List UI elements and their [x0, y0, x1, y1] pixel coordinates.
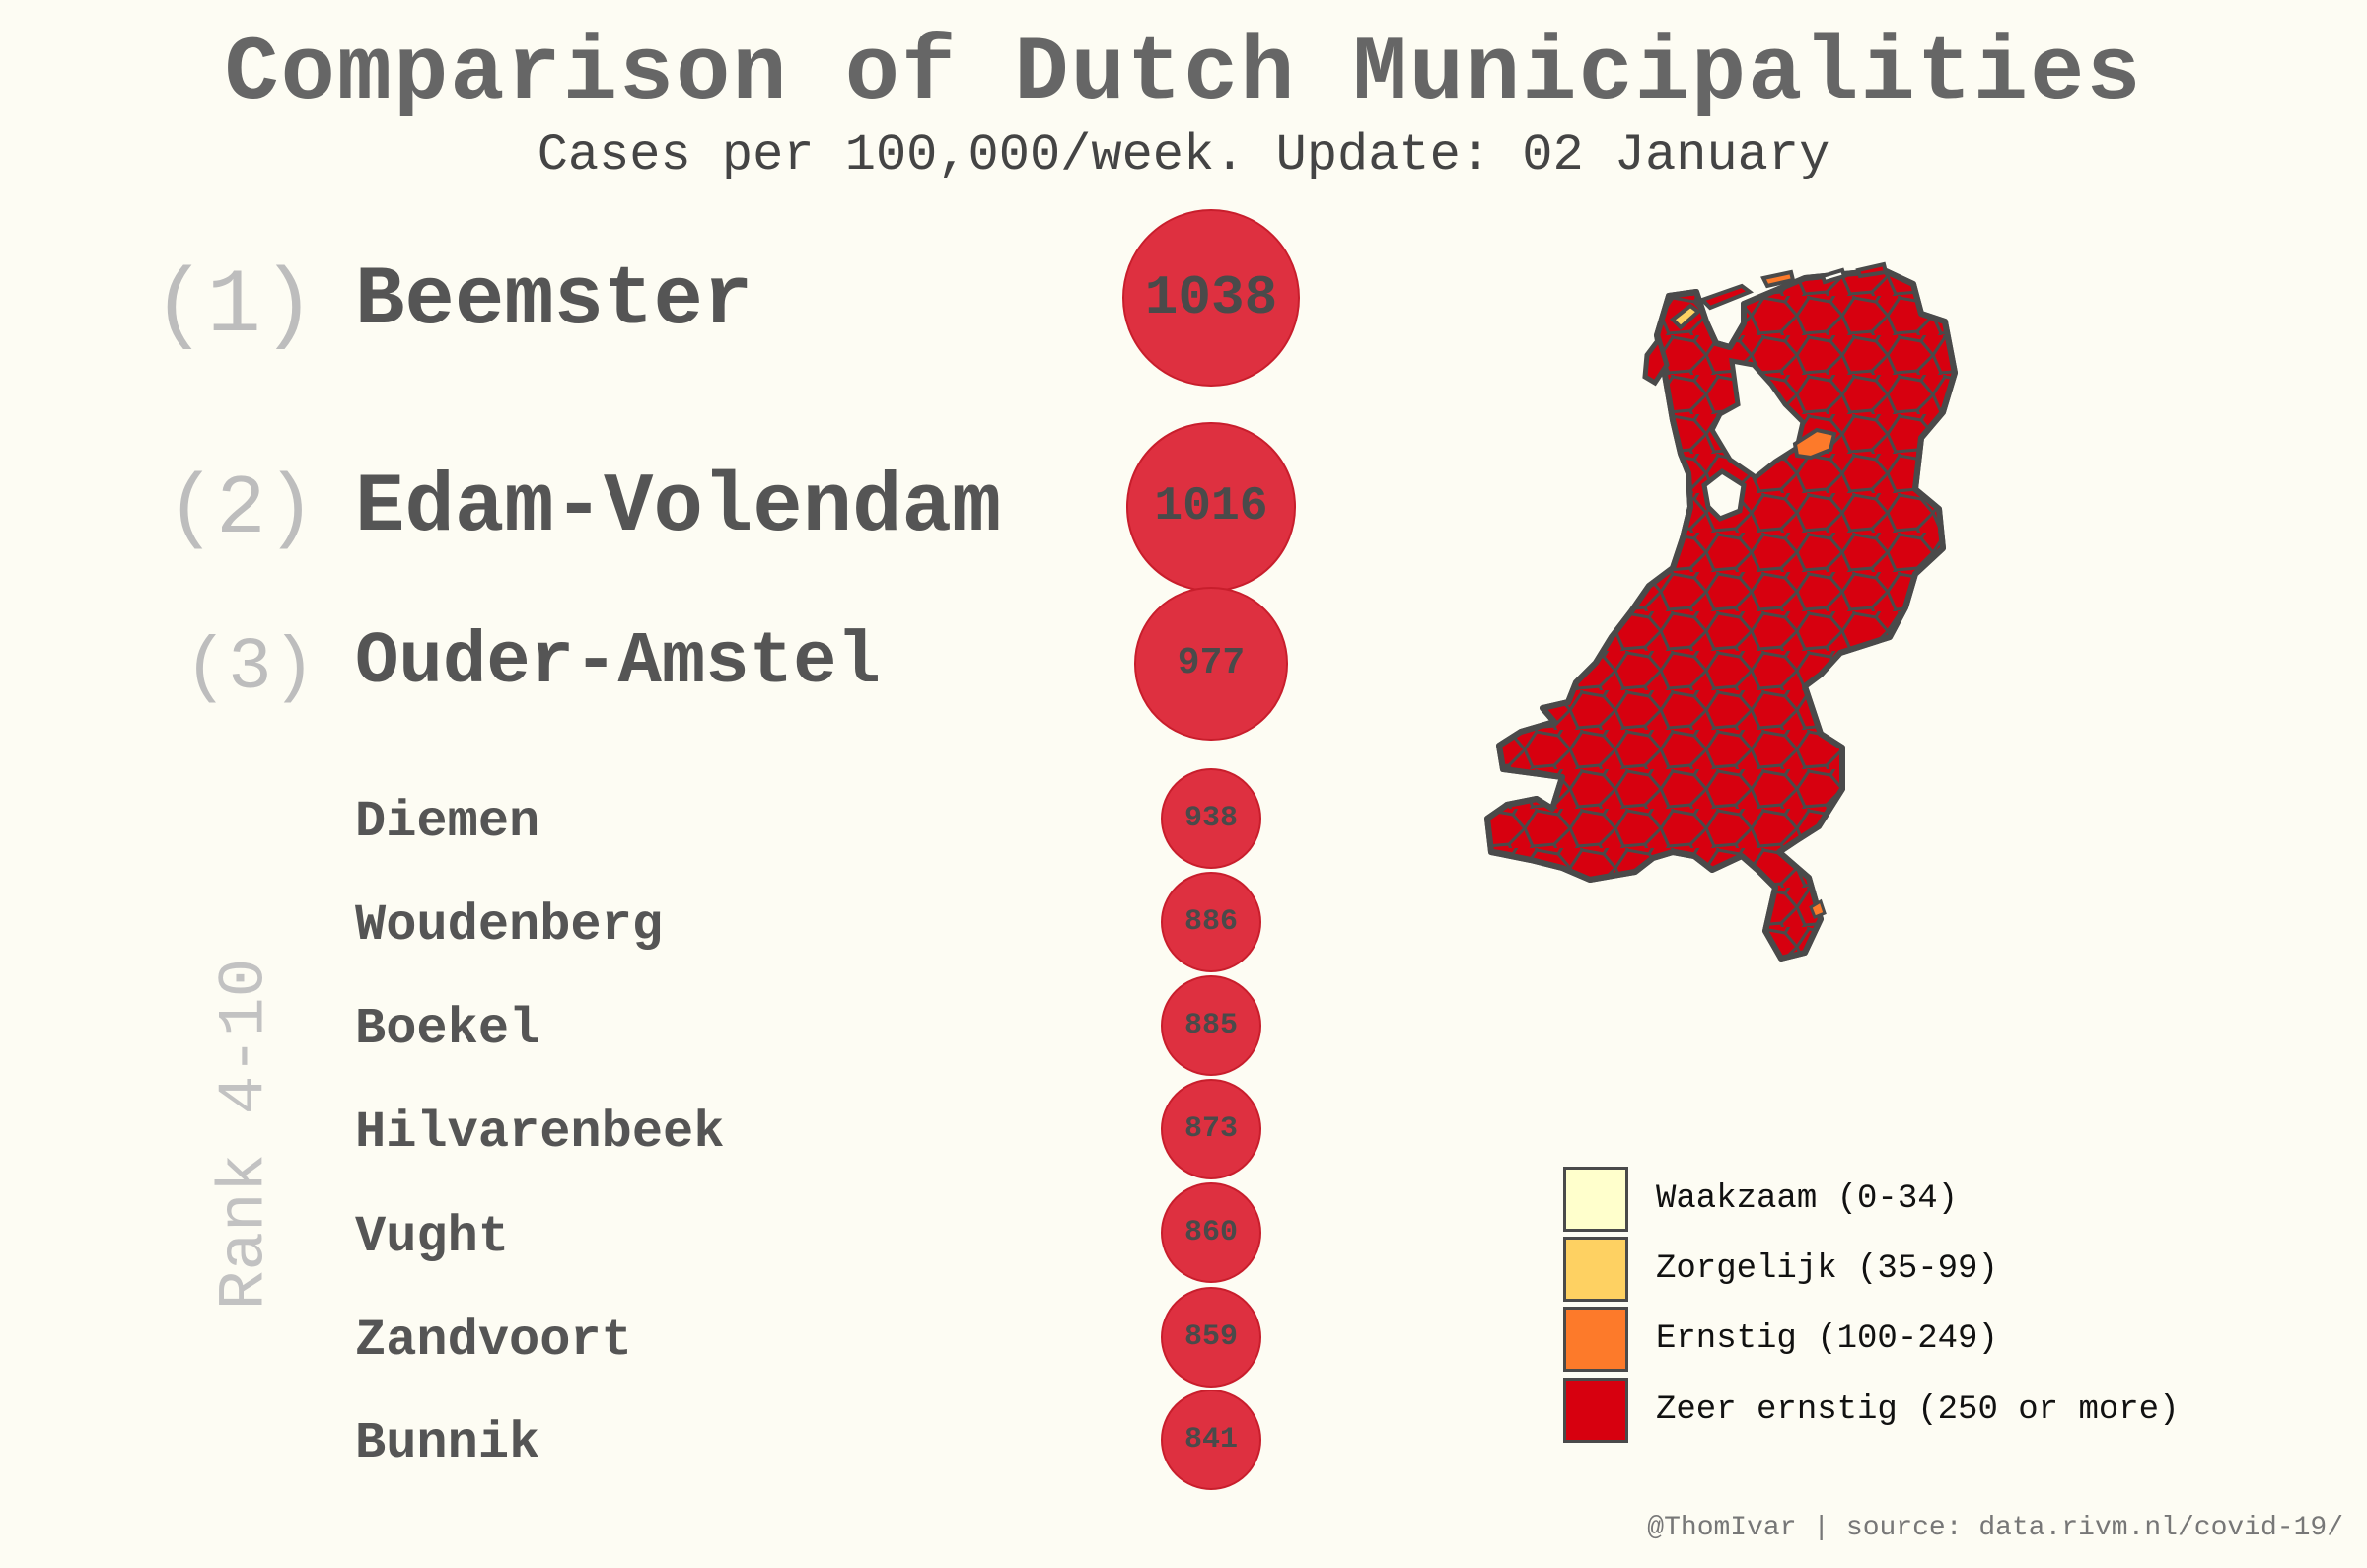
value-label-10: 841 — [1184, 1423, 1238, 1457]
legend-swatch-waakzaam — [1563, 1167, 1628, 1232]
legend-item-waakzaam: Waakzaam (0-34) — [1563, 1167, 2254, 1236]
rank-label-2: (2) — [166, 463, 316, 557]
municipality-name-4: Diemen — [355, 793, 540, 851]
legend-label-waakzaam: Waakzaam (0-34) — [1656, 1180, 1959, 1218]
value-bubble-1: 1038 — [1122, 209, 1300, 387]
legend-item-zeer-ernstig: Zeer ernstig (250 or more) — [1563, 1378, 2254, 1447]
rank-label-3: (3) — [183, 627, 316, 710]
legend-swatch-zeer-ernstig — [1563, 1378, 1628, 1443]
map-island-vlieland — [1669, 303, 1702, 330]
rank-label-1: (1) — [152, 254, 316, 358]
map-mainland-borders — [1484, 267, 1958, 962]
legend-label-zeer-ernstig: Zeer ernstig (250 or more) — [1656, 1391, 2180, 1429]
map-island-ameland — [1760, 269, 1796, 289]
value-label-4: 938 — [1184, 802, 1238, 835]
rank-group-label: Rank 4-10 — [207, 958, 282, 1311]
legend-swatch-zorgelijk — [1563, 1237, 1628, 1302]
municipality-name-2: Edam-Volendam — [355, 462, 1002, 555]
legend-label-ernstig: Ernstig (100-249) — [1656, 1320, 1998, 1358]
map-ijsselmeer — [1709, 357, 1806, 481]
municipality-name-6: Boekel — [355, 1000, 540, 1058]
value-bubble-10: 841 — [1161, 1390, 1261, 1490]
value-bubble-9: 859 — [1161, 1287, 1261, 1388]
chart-title: Comparison of Dutch Municipalities — [224, 22, 2143, 125]
map-island-texel — [1642, 333, 1670, 387]
value-bubble-3: 977 — [1134, 587, 1288, 741]
legend-item-zorgelijk: Zorgelijk (35-99) — [1563, 1237, 2254, 1306]
map-ernstig-municipality — [1792, 427, 1837, 461]
chart-subtitle: Cases per 100,000/week. Update: 02 Janua… — [537, 126, 1830, 184]
value-label-5: 886 — [1184, 905, 1238, 939]
value-bubble-6: 885 — [1161, 975, 1261, 1076]
municipality-name-3: Ouder-Amstel — [355, 621, 881, 704]
map-ernstig-municipality-2 — [1809, 898, 1827, 919]
municipality-name-1: Beemster — [355, 254, 753, 348]
map-island-terschelling — [1698, 283, 1755, 311]
value-label-9: 859 — [1184, 1320, 1238, 1354]
legend-swatch-ernstig — [1563, 1307, 1628, 1372]
municipality-name-5: Woudenberg — [355, 896, 664, 955]
map-markermeer — [1701, 467, 1747, 522]
value-label-1: 1038 — [1144, 266, 1278, 329]
municipality-name-9: Zandvoort — [355, 1312, 632, 1370]
map-island-schiermonnikoog — [1820, 267, 1847, 285]
value-label-6: 885 — [1184, 1009, 1238, 1042]
value-bubble-8: 860 — [1161, 1182, 1261, 1283]
value-label-3: 977 — [1177, 642, 1246, 685]
value-bubble-5: 886 — [1161, 872, 1261, 972]
legend-label-zorgelijk: Zorgelijk (35-99) — [1656, 1250, 1998, 1288]
municipality-name-7: Hilvarenbeek — [355, 1104, 725, 1162]
value-bubble-2: 1016 — [1126, 422, 1296, 592]
source-credit: @ThomIvar | source: data.rivm.nl/covid-1… — [1647, 1513, 2343, 1543]
value-bubble-7: 873 — [1161, 1079, 1261, 1179]
map-island-rottumeroog — [1855, 261, 1889, 279]
value-label-2: 1016 — [1154, 479, 1268, 534]
map-landmass — [1484, 261, 1958, 962]
municipality-name-10: Bunnik — [355, 1414, 540, 1472]
legend-item-ernstig: Ernstig (100-249) — [1563, 1307, 2254, 1376]
value-label-8: 860 — [1184, 1216, 1238, 1249]
municipality-name-8: Vught — [355, 1208, 510, 1266]
netherlands-map — [1484, 261, 1958, 962]
value-bubble-4: 938 — [1161, 768, 1261, 869]
value-label-7: 873 — [1184, 1112, 1238, 1146]
